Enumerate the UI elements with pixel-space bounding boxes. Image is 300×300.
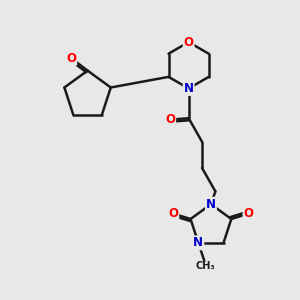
- Text: O: O: [184, 36, 194, 49]
- Text: N: N: [194, 236, 203, 249]
- Text: O: O: [66, 52, 76, 65]
- Text: CH₃: CH₃: [196, 261, 216, 271]
- Text: N: N: [184, 82, 194, 95]
- Text: N: N: [206, 198, 216, 211]
- Text: O: O: [165, 113, 175, 126]
- Text: O: O: [244, 207, 254, 220]
- Text: O: O: [168, 207, 178, 220]
